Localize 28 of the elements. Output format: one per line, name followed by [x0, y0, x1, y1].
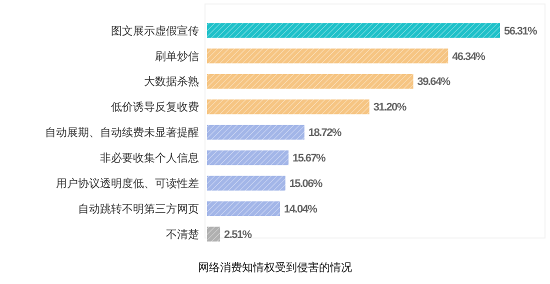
- bar: [207, 150, 289, 166]
- data-label: 2.51%: [224, 228, 252, 241]
- y-tick-label: 不清楚: [166, 228, 199, 241]
- data-label: 18.72%: [308, 127, 342, 140]
- bar: [207, 23, 500, 38]
- bar: [207, 74, 414, 89]
- data-label: 15.06%: [289, 178, 323, 190]
- y-tick-label: 非必要收集个人信息: [100, 152, 199, 165]
- y-tick-label: 刷单炒信: [155, 50, 199, 63]
- data-label: 56.31%: [504, 25, 538, 38]
- data-label: 46.34%: [452, 50, 486, 63]
- bar: [207, 124, 304, 140]
- y-tick-label: 自动跳转不明第三方网页: [78, 202, 199, 216]
- y-tick-label: 大数据杀熟: [144, 75, 199, 88]
- text: 网络消费知情权受到侵害的情况: [198, 261, 352, 274]
- bar: [207, 48, 448, 64]
- bar: [207, 226, 220, 242]
- bar: [207, 176, 286, 191]
- data-label: 15.67%: [292, 152, 326, 165]
- data-label: 14.04%: [284, 204, 318, 216]
- y-tick-label: 自动展期、自动续费未显著提醒: [45, 126, 199, 140]
- bar: [207, 99, 370, 114]
- y-tick-label: 用户协议透明度低、可读性差: [56, 177, 199, 190]
- data-label: 31.20%: [373, 102, 407, 114]
- y-tick-label: 图文展示虚假宣传: [111, 24, 199, 38]
- bar: [207, 201, 280, 216]
- y-tick-label: 低价诱导反复收费: [111, 100, 199, 114]
- data-label: 39.64%: [417, 76, 451, 88]
